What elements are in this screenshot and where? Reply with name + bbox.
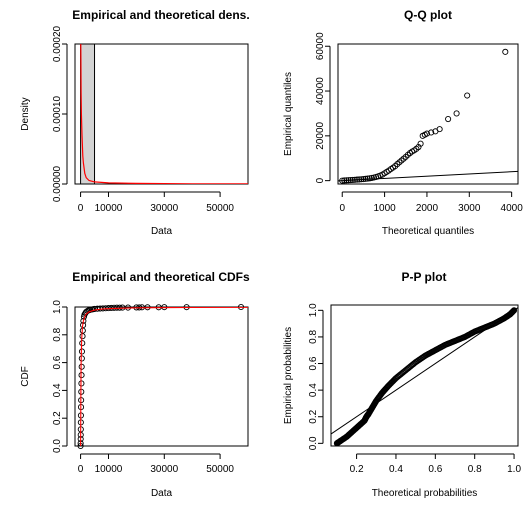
cdf-x-tick-label: 0 — [78, 464, 84, 475]
cdf-x-tick-label: 50000 — [206, 464, 234, 475]
density-y-axis-label: Density — [20, 97, 31, 130]
pp-y-tick-label: 0.0 — [308, 436, 319, 450]
cdf-y-tick-label: 0.4 — [52, 383, 63, 397]
pp-x-tick-label: 0.2 — [350, 464, 364, 475]
qq-plot-frame — [337, 43, 519, 185]
pp-x-tick-label: 0.6 — [428, 464, 442, 475]
qq-x-tick-label: 3000 — [458, 203, 481, 214]
qq-point — [349, 176, 356, 183]
qq-y-axis-label: Empirical quantiles — [283, 72, 294, 156]
qq-point — [423, 130, 430, 137]
density-curve — [80, 44, 248, 184]
cdf-x-axis-label: Data — [151, 488, 173, 499]
cdf-title: Empirical and theoretical CDFs — [72, 270, 250, 284]
density-x-tick-label: 10000 — [95, 203, 123, 214]
pp-x-tick-label: 0.4 — [389, 464, 403, 475]
qq-point — [354, 176, 361, 183]
cdf-y-axis-label: CDF — [20, 366, 31, 387]
pp-x-axis-label: Theoretical probabilities — [372, 488, 478, 499]
qq-point — [453, 110, 460, 117]
pp-y-axis-label: Empirical probabilities — [283, 327, 294, 424]
qq-point — [428, 129, 435, 136]
qq-y-tick-label: 0 — [315, 177, 326, 183]
pp-y-tick-label: 0.4 — [308, 383, 319, 397]
density-plot-frame — [74, 43, 249, 185]
pp-y-tick-label: 0.2 — [308, 409, 319, 423]
cdf-x-tick-label: 10000 — [95, 464, 123, 475]
qq-point — [341, 177, 348, 184]
density-title: Empirical and theoretical dens. — [72, 8, 249, 22]
density-x-tick-label: 0 — [78, 203, 84, 214]
qq-x-tick-label: 4000 — [501, 203, 524, 214]
qq-title: Q-Q plot — [404, 8, 452, 22]
cdf-plot-frame — [74, 306, 249, 447]
cdf-y-tick-label: 0.2 — [52, 411, 63, 425]
pp-y-tick-label: 0.8 — [308, 330, 319, 344]
qq-point — [362, 175, 369, 182]
qq-point — [339, 177, 346, 184]
density-x-axis-label: Data — [151, 226, 173, 237]
pp-y-tick-label: 0.6 — [308, 356, 319, 370]
qq-y-tick-label: 40000 — [315, 77, 326, 105]
qq-point — [343, 177, 350, 184]
density-x-tick-label: 50000 — [206, 203, 234, 214]
cdf-y-tick-label: 1.0 — [52, 300, 63, 314]
qq-point — [351, 176, 358, 183]
cdf-y-tick-label: 0.0 — [52, 439, 63, 453]
cdf-theoretical-curve — [80, 307, 248, 446]
density-y-tick-label: 0.00000 — [52, 165, 63, 202]
qq-point — [356, 176, 363, 183]
pp-plot-frame — [330, 304, 519, 447]
cdf-y-tick-label: 0.6 — [52, 355, 63, 369]
pp-x-tick-label: 0.8 — [468, 464, 482, 475]
cdf-point — [78, 363, 85, 370]
density-x-tick-label: 30000 — [150, 203, 178, 214]
cdf-point — [78, 355, 85, 362]
pp-y-tick-label: 1.0 — [308, 303, 319, 317]
qq-point — [436, 126, 443, 133]
cdf-point — [79, 340, 86, 347]
qq-x-axis-label: Theoretical quantiles — [382, 226, 474, 237]
qq-point — [358, 176, 365, 183]
qq-y-tick-label: 20000 — [315, 122, 326, 150]
qq-x-tick-label: 0 — [339, 203, 345, 214]
cdf-y-tick-label: 0.8 — [52, 327, 63, 341]
density-y-tick-label: 0.00020 — [52, 25, 63, 62]
qq-point — [464, 92, 471, 99]
qq-point — [364, 175, 371, 182]
cdf-x-tick-label: 30000 — [150, 464, 178, 475]
histogram-bar — [80, 43, 96, 185]
qq-point — [345, 177, 352, 184]
qq-x-tick-label: 2000 — [416, 203, 439, 214]
qq-point — [347, 177, 354, 184]
qq-point — [360, 175, 367, 183]
qq-point — [445, 115, 452, 123]
qq-point — [417, 140, 424, 147]
qq-x-tick-label: 1000 — [373, 203, 396, 214]
pp-title: P-P plot — [401, 270, 446, 284]
pp-point — [511, 307, 518, 314]
pp-x-tick-label: 1.0 — [507, 464, 521, 475]
density-y-tick-label: 0.00010 — [52, 95, 63, 132]
qq-point — [502, 48, 509, 55]
qq-y-tick-label: 60000 — [315, 32, 326, 60]
qq-point — [366, 175, 373, 182]
